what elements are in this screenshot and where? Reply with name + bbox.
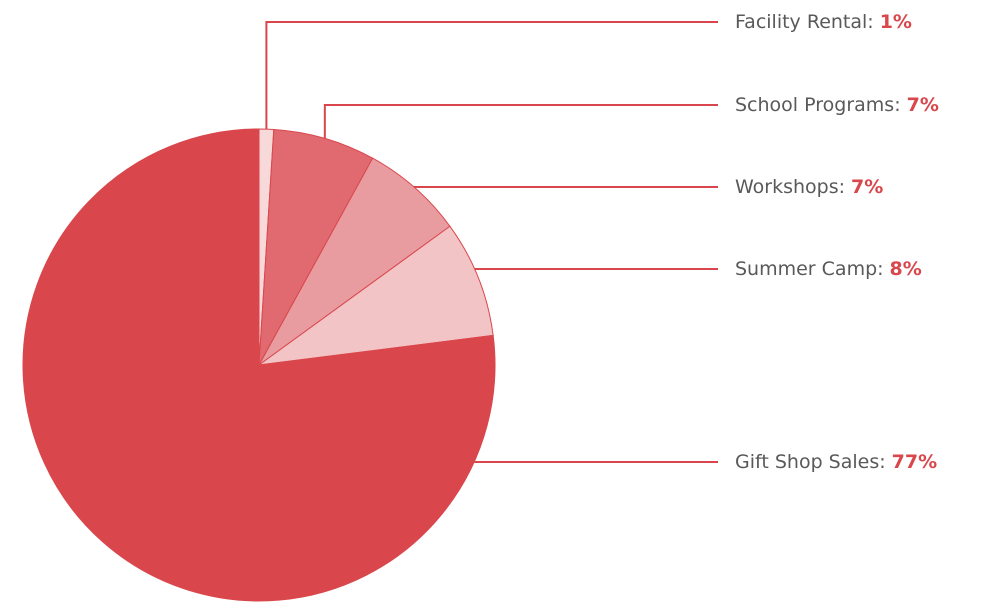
- category-name: Facility Rental: [735, 11, 867, 33]
- pie-slice: [258, 128, 374, 366]
- pie-slice: [258, 157, 451, 366]
- value-label: 1%: [880, 11, 912, 33]
- separator: :: [867, 11, 873, 33]
- value-label: 7%: [907, 94, 939, 116]
- slice-label: Workshops: 7%: [735, 176, 883, 198]
- leader-line: [323, 104, 718, 139]
- separator: :: [879, 451, 885, 473]
- value-label: 77%: [892, 451, 937, 473]
- value-label: 8%: [890, 258, 922, 280]
- slice-label: Gift Shop Sales: 77%: [735, 451, 937, 473]
- slice-label: Summer Camp: 8%: [735, 258, 922, 280]
- pie-slice: [22, 128, 496, 602]
- category-name: Summer Camp: [735, 258, 877, 280]
- separator: :: [894, 94, 900, 116]
- slice-label: Facility Rental: 1%: [735, 11, 912, 33]
- separator: :: [839, 176, 845, 198]
- slice-label: School Programs: 7%: [735, 94, 939, 116]
- category-name: Workshops: [735, 176, 839, 198]
- value-label: 7%: [851, 176, 883, 198]
- leader-line: [265, 21, 718, 130]
- category-name: School Programs: [735, 94, 894, 116]
- pie-slice: [258, 225, 494, 366]
- separator: :: [877, 258, 883, 280]
- category-name: Gift Shop Sales: [735, 451, 879, 473]
